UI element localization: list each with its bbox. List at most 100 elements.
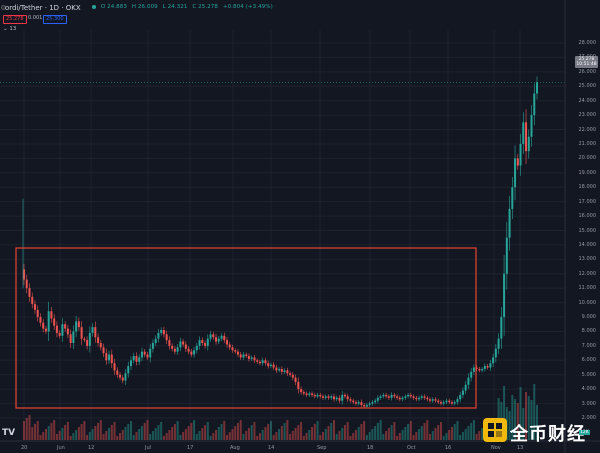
x-tick-label: Nov [491,445,501,451]
volume-bar [291,431,294,440]
pair-title[interactable]: ordi/Tether · 1D · OKX [5,4,81,12]
candle-body [492,357,495,364]
volume-bar [146,420,149,440]
volume-bar [322,432,325,440]
candle-body [500,317,503,339]
volume-bar [25,418,28,440]
volume-bar [184,429,187,440]
volume-bar [99,420,102,440]
volume-bar [442,436,445,440]
candle-body [173,348,176,352]
volume-bar [387,428,390,440]
candle-body [467,377,470,385]
watermark-logo-icon [483,418,507,442]
ohlc-values: O 24.883 H 26.009 L 24.321 C 25.278 +0.8… [92,4,276,10]
volume-bar [327,426,330,440]
candle-timer: 10:51:48 [576,62,597,67]
candle-body [387,396,390,398]
volume-bar [360,424,363,440]
candle-body [83,338,86,341]
volume-bar [313,424,316,440]
volume-bar [514,399,517,440]
volume-bar [354,430,357,440]
volume-bar [209,436,212,440]
volume-bar [94,426,97,440]
volume-bar [302,436,305,440]
volume-bar [357,427,360,440]
volume-bar [182,432,185,440]
candle-body [198,340,201,346]
y-tick-label: 20.000 [578,155,597,162]
candle-body [187,348,190,352]
candle-body [36,309,39,318]
candle-body [302,392,305,394]
volume-bar [536,405,538,440]
tradingview-logo[interactable]: TV [2,428,16,438]
candle-body [297,381,300,390]
volume-bar [108,428,111,440]
candle-body [171,345,174,349]
volume-bar [311,427,314,440]
candle-body [25,279,28,289]
buy-button[interactable]: 25.300 [43,15,67,24]
candle-body [514,158,517,188]
y-tick-label: 12.000 [578,270,597,277]
candle-body [31,296,34,305]
candle-body [72,331,75,343]
volume-bar [437,425,440,440]
volume-bar [343,425,346,440]
candle-body [201,340,204,343]
x-tick-label: 17 [187,445,194,451]
candle-body [464,384,467,391]
volume-bar [415,432,418,440]
candle-body [450,402,453,404]
x-tick-label: Jul [145,445,152,451]
candle-body [143,351,146,355]
indicators-toggle[interactable]: ⌄ 13 [3,26,17,32]
volume-bar [431,431,434,440]
volume-bar [423,423,426,440]
candle-body [338,397,341,401]
candle-body [423,396,426,398]
sell-button[interactable]: 25.278 [3,15,27,24]
volume-bar [231,429,234,440]
volume-bar [151,431,154,440]
volume-bar [453,424,456,440]
volume-bar [198,431,201,440]
volume-bar [481,428,484,440]
y-tick-label: 4.000 [581,386,596,393]
candle-body [429,399,432,401]
candle-body [382,394,385,397]
candle-body [217,338,220,342]
candle-body [69,334,72,343]
candle-body [102,347,105,354]
volume-bar [519,387,522,440]
y-tick-label: 3.000 [581,400,596,407]
y-tick-label: 22.000 [578,126,597,133]
candle-body [341,394,344,401]
volume-bar [113,422,116,440]
volume-bar [247,428,250,440]
x-tick-label: 12 [88,445,95,451]
candle-body [396,396,399,398]
candle-body [61,324,64,336]
candle-body [42,322,45,329]
candle-body [151,343,154,349]
candle-body [132,355,135,361]
volume-bar [352,433,355,440]
volume-bar [275,432,278,440]
candle-body [332,396,335,400]
candle-body [409,394,412,397]
candle-body [439,402,442,404]
candle-body [231,347,234,351]
candle-body [530,115,533,137]
candle-body [412,396,415,398]
candle-body [313,394,316,397]
volume-bar [461,432,464,440]
candle-body [371,402,374,404]
candle-body [360,402,363,406]
volume-bar [215,430,218,440]
ohlc-close: C 25.278 [192,4,218,10]
